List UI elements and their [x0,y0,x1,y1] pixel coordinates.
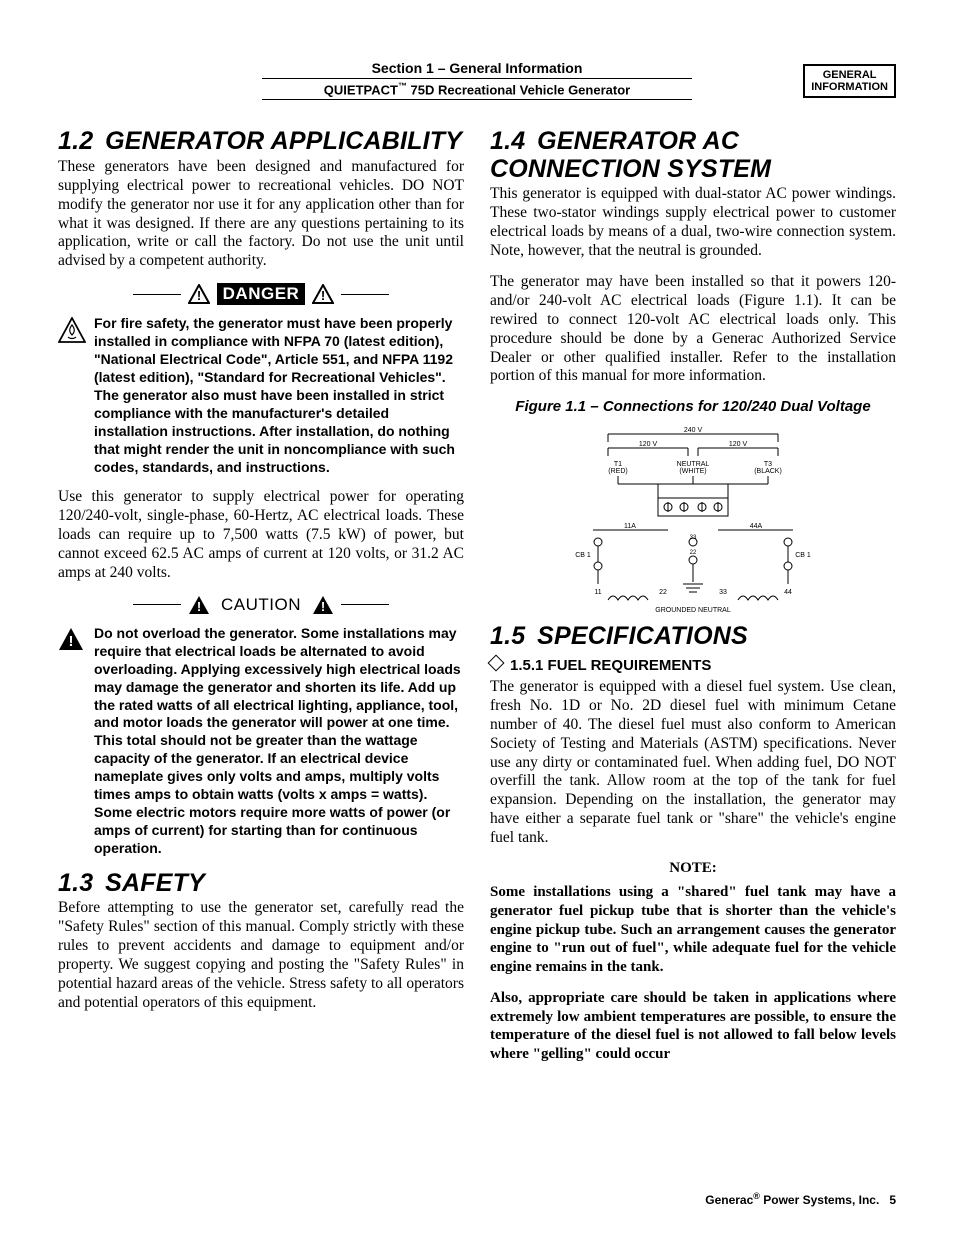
lbl-t1: T1 [614,461,622,468]
heading-num: 1.5 [490,623,530,651]
lbl-240v: 240 V [684,427,703,434]
lbl-120v-b: 120 V [729,441,748,448]
section-tab: GENERAL INFORMATION [803,64,896,98]
heading-num: 1.4 [490,128,530,156]
heading-title: SPECIFICATIONS [537,622,748,650]
rule-left [133,294,181,295]
heading-title: SAFETY [105,869,205,897]
product-suffix: 75D Recreational Vehicle Generator [407,82,630,97]
lbl-11a: 11A [624,523,636,530]
para-1-3: Before attempting to use the generator s… [58,899,464,1012]
warning-triangle-icon: ! [188,595,210,615]
note-2: Also, appropriate care should be taken i… [490,989,896,1064]
footer-brand: Generac [705,1193,753,1207]
lbl-t3c: (BLACK) [754,468,782,475]
lbl-cb1b: CB 1 [795,552,811,559]
page-header: Section 1 – General Information QUIETPAC… [58,60,896,100]
heading-1-3: 1.3 SAFETY [58,870,464,898]
para-1-2-b: Use this generator to supply electrical … [58,488,464,583]
caution-label: CAUTION [217,595,305,615]
right-column: 1.4 GENERATOR AC CONNECTION SYSTEM This … [490,128,896,1075]
heading-1-5: 1.5 SPECIFICATIONS [490,623,896,651]
page-number: 5 [889,1193,896,1207]
footer-rest: Power Systems, Inc. [760,1193,879,1207]
page-footer: Generac® Power Systems, Inc. 5 [705,1191,896,1207]
lbl-gnd: GROUNDED NEUTRAL [655,607,731,614]
tab-line-1: GENERAL [811,69,888,81]
svg-text:!: ! [197,599,201,614]
svg-text:!: ! [321,599,325,614]
heading-title: GENERATOR AC CONNECTION SYSTEM [490,127,771,183]
heading-1-4: 1.4 GENERATOR AC CONNECTION SYSTEM [490,128,896,183]
header-rule-top [262,78,692,79]
danger-label: DANGER [217,283,306,305]
para-1-5-1: The generator is equipped with a diesel … [490,678,896,848]
figure-caption: Figure 1.1 – Connections for 120/240 Dua… [490,398,896,416]
caution-callout: ! Do not overload the generator. Some in… [58,625,464,858]
fire-hazard-icon [58,315,86,476]
heading-title: GENERATOR APPLICABILITY [105,127,462,155]
rule-right [341,294,389,295]
lbl-t3: T3 [764,461,772,468]
heading-num: 1.2 [58,128,98,156]
lbl-neutral: NEUTRAL [677,461,710,468]
rule-left [133,604,181,605]
para-1-2-a: These generators have been designed and … [58,158,464,271]
svg-text:!: ! [196,288,200,303]
warning-triangle-icon: ! [188,284,210,304]
svg-text:!: ! [321,288,325,303]
lbl-22: 22 [659,589,667,596]
svg-text:33: 33 [690,535,697,541]
para-1-4-a: This generator is equipped with dual-sta… [490,185,896,261]
diamond-bullet-icon [488,654,505,671]
product-prefix: QUIETPACT [324,82,398,97]
warning-triangle-icon: ! [312,284,334,304]
note-1: Some installations using a "shared" fuel… [490,883,896,977]
trademark: ™ [398,81,407,91]
svg-text:!: ! [69,633,74,650]
lbl-44a: 44A [750,523,763,530]
lbl-t1c: (RED) [608,468,627,475]
left-column: 1.2 GENERATOR APPLICABILITY These genera… [58,128,464,1075]
registered-icon: ® [753,1191,760,1201]
lbl-neutralc: (WHITE) [679,468,706,475]
lbl-cb1a: CB 1 [575,552,591,559]
tab-line-2: INFORMATION [811,81,888,93]
product-line: QUIETPACT™ 75D Recreational Vehicle Gene… [58,81,896,97]
lbl-11: 11 [594,589,601,596]
header-rule-bottom [262,99,692,100]
section-label: Section 1 – General Information [58,60,896,76]
lbl-120v-a: 120 V [639,441,658,448]
svg-text:22: 22 [690,550,697,556]
lbl-44: 44 [784,589,792,596]
note-heading: NOTE: [490,860,896,877]
heading-1-5-1: 1.5.1 FUEL REQUIREMENTS [490,657,896,674]
caution-text: Do not overload the generator. Some inst… [94,625,464,858]
caution-banner: ! CAUTION ! [58,595,464,615]
para-1-4-b: The generator may have been installed so… [490,273,896,386]
danger-text: For fire safety, the generator must have… [94,315,464,476]
heading-num: 1.3 [58,870,98,898]
danger-callout: For fire safety, the generator must have… [58,315,464,476]
subsec-title: 1.5.1 FUEL REQUIREMENTS [510,657,711,674]
warning-triangle-icon: ! [58,625,86,858]
rule-right [341,604,389,605]
figure-1-1-diagram: 240 V 120 V 120 V T1 (RED) NEUTRAL [548,422,838,617]
heading-1-2: 1.2 GENERATOR APPLICABILITY [58,128,464,156]
lbl-33: 33 [719,589,727,596]
danger-banner: ! DANGER ! [58,283,464,305]
warning-triangle-icon: ! [312,595,334,615]
